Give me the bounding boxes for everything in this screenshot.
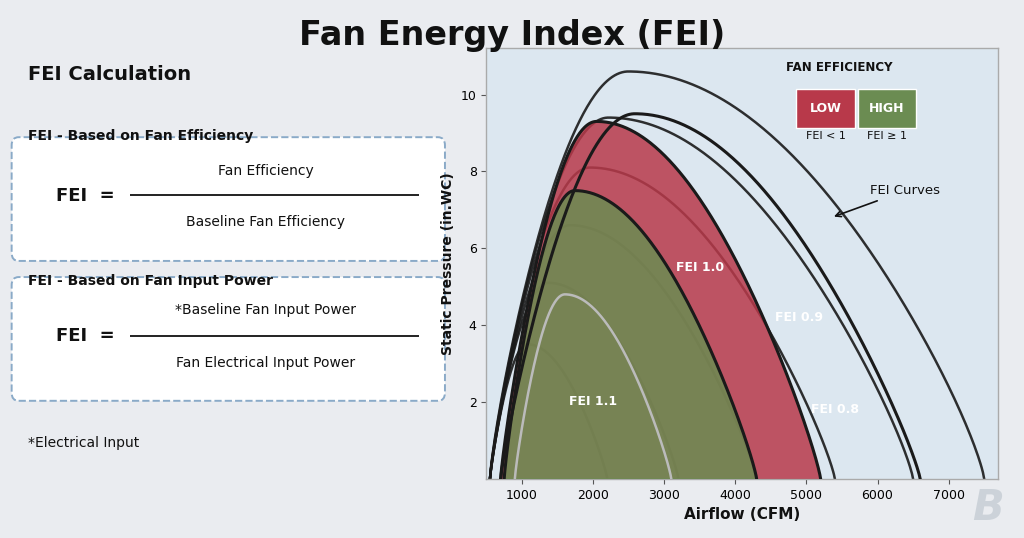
Text: FEI ≥ 1: FEI ≥ 1 — [867, 131, 907, 141]
FancyBboxPatch shape — [11, 277, 445, 401]
Text: FAN EFFICIENCY: FAN EFFICIENCY — [786, 61, 893, 74]
X-axis label: Airflow (CFM): Airflow (CFM) — [684, 507, 801, 522]
Text: Fan Efficiency: Fan Efficiency — [218, 164, 313, 178]
Text: LOW: LOW — [810, 102, 842, 115]
Text: Fan Energy Index (FEI): Fan Energy Index (FEI) — [299, 19, 725, 52]
Text: FEI  =: FEI = — [56, 327, 115, 345]
Text: FEI  =: FEI = — [56, 187, 115, 206]
Text: HIGH: HIGH — [869, 102, 905, 115]
FancyBboxPatch shape — [11, 137, 445, 261]
Text: FEI 1.0: FEI 1.0 — [676, 261, 724, 274]
Text: FEI - Based on Fan Efficiency: FEI - Based on Fan Efficiency — [28, 129, 253, 143]
Polygon shape — [504, 190, 757, 479]
Text: FEI 1.1: FEI 1.1 — [569, 395, 617, 408]
Text: FEI < 1: FEI < 1 — [806, 131, 846, 141]
Text: *Baseline Fan Input Power: *Baseline Fan Input Power — [175, 303, 356, 317]
Text: FEI 0.8: FEI 0.8 — [811, 403, 859, 416]
Text: B: B — [972, 487, 1005, 529]
Text: Fan Electrical Input Power: Fan Electrical Input Power — [176, 356, 355, 370]
Y-axis label: Static Pressure (in.WC): Static Pressure (in.WC) — [441, 172, 456, 355]
FancyBboxPatch shape — [857, 89, 916, 128]
Text: FEI Curves: FEI Curves — [836, 184, 940, 217]
Text: FEI Calculation: FEI Calculation — [28, 65, 191, 83]
Text: FEI - Based on Fan Input Power: FEI - Based on Fan Input Power — [28, 274, 273, 288]
Text: FEI 0.9: FEI 0.9 — [775, 311, 823, 324]
Text: *Electrical Input: *Electrical Input — [28, 436, 139, 450]
FancyBboxPatch shape — [797, 89, 855, 128]
Text: Baseline Fan Efficiency: Baseline Fan Efficiency — [186, 215, 345, 229]
Polygon shape — [501, 122, 820, 479]
